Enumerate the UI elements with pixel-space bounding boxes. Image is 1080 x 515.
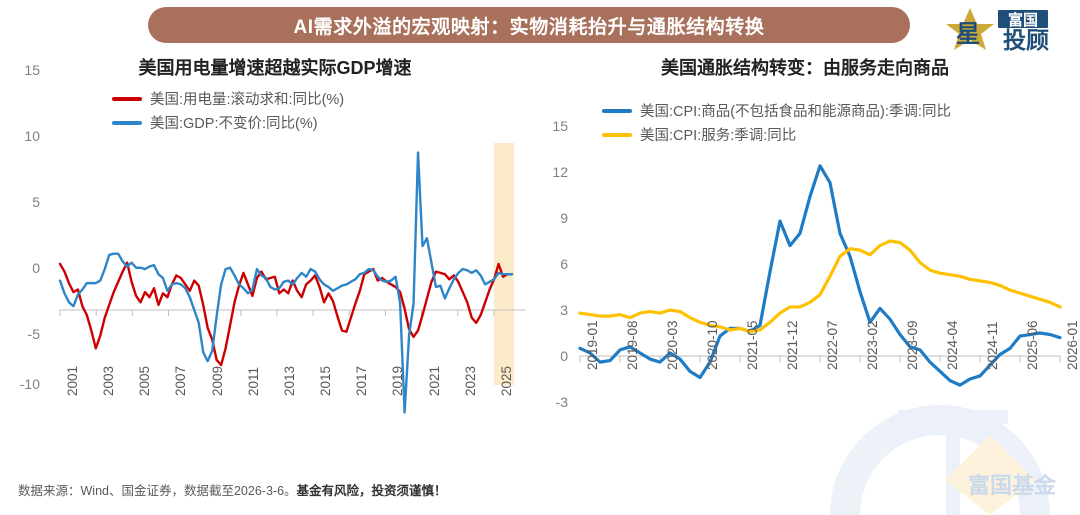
x-tick-label: 2021 (426, 365, 442, 396)
legend-swatch-blue (112, 120, 142, 125)
legend-swatch-blue (602, 108, 632, 113)
chart-plot-right (578, 164, 1062, 387)
series-line-cpi-goods (578, 164, 1062, 387)
y-tick-label: 9 (560, 210, 568, 226)
x-tick-label: 2024-11 (985, 321, 1000, 370)
chart-title-right: 美国通胀结构转变：由服务走向商品 (661, 58, 949, 78)
x-tick-label: 2013 (281, 365, 297, 396)
y-tick-label: 15 (552, 118, 568, 134)
y-tick-label: -3 (555, 394, 568, 410)
series-line-electricity (58, 261, 514, 367)
chart-legend-left: 美国:用电量:滚动求和:同比(%) 美国:GDP:不变价:同比(%) (112, 88, 344, 136)
chart-panel-cpi: 美国通胀结构转变：由服务走向商品 美国:CPI:商品(不包括食品和能源商品):季… (530, 48, 1080, 488)
x-tick-label: 2023 (462, 365, 478, 396)
logo-icon: 星 富国 投顾 (946, 8, 1049, 53)
x-tick-label: 2015 (318, 365, 334, 396)
legend-label: 美国:CPI:商品(不包括食品和能源商品):季调:同比 (640, 104, 951, 120)
x-tick-label: 2011 (245, 366, 261, 396)
y-tick-label: 0 (560, 348, 568, 364)
chart-legend-right: 美国:CPI:商品(不包括食品和能源商品):季调:同比 美国:CPI:服务:季调… (602, 100, 951, 148)
footer-source-text: 数据来源：Wind、国金证券，数据截至2026-3-6。 (18, 484, 297, 498)
x-axis-ticks (59, 310, 495, 316)
x-tick-label: 2023-09 (905, 320, 920, 370)
y-tick-label: -10 (19, 376, 40, 392)
y-tick-label: 3 (560, 302, 568, 318)
x-tick-label: 2023-02 (865, 320, 880, 370)
y-tick-label: 0 (32, 260, 40, 276)
svg-text:投顾: 投顾 (1003, 27, 1049, 53)
legend-label: 美国:CPI:服务:季调:同比 (640, 128, 797, 144)
y-tick-label: 15 (24, 62, 40, 78)
x-tick-label: 2019 (390, 365, 406, 396)
chart-panel-electricity: 美国用电量增速超越实际GDP增速 美国:用电量:滚动求和:同比(%) 美国:GD… (0, 48, 530, 488)
chart-plot-left (58, 143, 526, 414)
legend-item: 美国:用电量:滚动求和:同比(%) (112, 88, 344, 109)
x-tick-label: 2024-04 (945, 320, 960, 370)
x-tick-label: 2005 (137, 365, 153, 396)
x-tick-label: 2025 (498, 365, 514, 396)
x-tick-label: 2022-07 (825, 320, 840, 370)
svg-text:富国: 富国 (1008, 11, 1038, 29)
banner: AI需求外溢的宏观映射：实物消耗抬升与通胀结构转换 (148, 7, 910, 43)
x-tick-label: 2019-01 (585, 320, 600, 370)
y-tick-label: -5 (27, 326, 40, 342)
legend-item: 美国:GDP:不变价:同比(%) (112, 112, 344, 133)
x-tick-label: 2026-01 (1065, 320, 1080, 370)
y-tick-label: 6 (560, 256, 568, 272)
x-tick-label: 2025-06 (1025, 320, 1040, 370)
svg-text:星: 星 (956, 21, 980, 48)
series-line-cpi-services (578, 239, 1062, 334)
brand-logo: 星 富国 投顾 (940, 4, 1068, 54)
legend-label: 美国:GDP:不变价:同比(%) (150, 116, 318, 132)
x-tick-label: 2020-10 (705, 320, 720, 370)
banner-title: AI需求外溢的宏观映射：实物消耗抬升与通胀结构转换 (293, 16, 765, 38)
legend-swatch-gold (602, 132, 632, 137)
legend-label: 美国:用电量:滚动求和:同比(%) (150, 92, 345, 108)
x-tick-label: 2017 (354, 365, 370, 396)
x-axis-ticks (579, 356, 1061, 362)
x-tick-label: 2007 (173, 365, 189, 396)
legend-item: 美国:CPI:商品(不包括食品和能源商品):季调:同比 (602, 100, 951, 121)
footer-source: 数据来源：Wind、国金证券，数据截至2026-3-6。基金有风险，投资须谨慎！ (18, 480, 447, 499)
footer-disclaimer: 基金有风险，投资须谨慎！ (296, 484, 447, 498)
y-tick-label: 5 (32, 194, 40, 210)
x-tick-label: 2021-05 (745, 320, 760, 370)
y-tick-label: 10 (24, 128, 40, 144)
x-tick-label: 2001 (65, 365, 80, 396)
x-tick-label: 2003 (101, 365, 117, 396)
series-line-gdp (58, 151, 514, 414)
chart-title-left: 美国用电量增速超越实际GDP增速 (138, 58, 412, 78)
x-tick-label: 2020-03 (665, 320, 680, 370)
x-tick-label: 2019-08 (625, 320, 640, 370)
x-tick-label: 2009 (209, 365, 225, 396)
y-tick-label: 12 (552, 164, 568, 180)
x-tick-label: 2021-12 (785, 320, 800, 370)
highlight-band (493, 143, 514, 385)
legend-item: 美国:CPI:服务:季调:同比 (602, 124, 951, 145)
legend-swatch-red (112, 96, 142, 101)
